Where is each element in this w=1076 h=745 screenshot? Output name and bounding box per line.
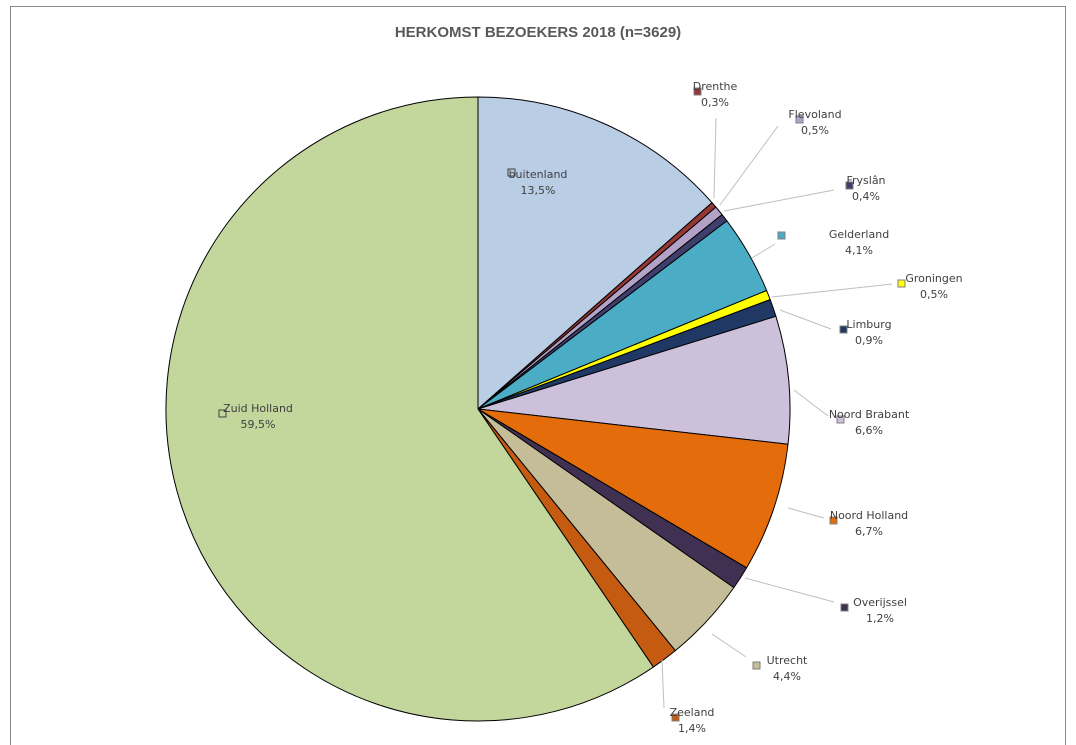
pie-slices [165,96,791,722]
legend-key-drenthe [693,87,702,96]
category-label-zuid-holland: Zuid Holland [223,402,293,415]
category-label-noord-holland: Noord Holland [830,509,908,522]
data-label-drenthe: 0,3% [701,96,729,109]
category-label-flevoland: Flevoland [788,108,841,121]
leader-line-gelderland [751,243,776,259]
data-labels: buitenland 13,5% Drenthe 0,3% Flevoland 0,5% F… [218,80,963,735]
leader-line-groningen [771,283,893,298]
data-label-gelderland: 4,1% [845,244,873,257]
legend-key-overijssel [840,603,849,612]
legend-key-noord-holland [829,516,838,525]
leader-line-flevoland [719,125,779,206]
data-label-groningen: 0,5% [920,288,948,301]
pie-slice-buitenland [477,96,713,410]
data-label-overijssel: 1,2% [866,612,894,625]
category-label-utrecht: Utrecht [767,654,808,667]
legend-key-limburg [839,325,848,334]
chart-title: HERKOMST BEZOEKERS 2018 (n=3629) [395,24,681,41]
data-label-noord-holland: 6,7% [855,525,883,538]
data-label-buitenland: 13,5% [521,184,556,197]
data-label-fryslan: 0,4% [852,190,880,203]
category-label-drenthe: Drenthe [693,80,738,93]
category-label-zeeland: Zeeland [670,706,715,719]
data-label-zeeland: 1,4% [678,722,706,735]
leader-line-noord-holland [787,507,825,519]
legend-key-fryslan [845,181,854,190]
category-label-groningen: Groningen [905,272,962,285]
leader-line-utrecht [711,633,747,658]
leader-line-limburg [779,309,832,330]
pie-slice-noord-holland [477,408,789,569]
legend-key-gelderland [777,231,786,240]
pie-slice-zuid-holland [165,96,654,722]
legend-key-noord-brabant [836,415,845,424]
category-label-buitenland: buitenland [509,168,568,181]
legend-key-flevoland [795,115,804,124]
category-label-gelderland: Gelderland [829,228,889,241]
legend-key-zuid-holland [218,409,227,418]
data-label-utrecht: 4,4% [773,670,801,683]
leader-line-overijssel [744,577,835,603]
leader-line-fryslan [723,189,835,212]
data-label-flevoland: 0,5% [801,124,829,137]
leader-lines [661,117,893,709]
legend-key-utrecht [752,661,761,670]
legend-key-groningen [897,279,906,288]
leader-line-zeeland [661,659,665,709]
leader-line-noord-brabant [793,389,829,417]
leader-line-drenthe [713,117,717,199]
pie-slice-noord-brabant [477,315,791,445]
category-label-fryslan: Fryslân [846,174,885,187]
category-label-overijssel: Overijssel [853,596,907,609]
category-label-noord-brabant: Noord Brabant [829,408,910,421]
category-label-limburg: Limburg [846,318,891,331]
data-label-limburg: 0,9% [855,334,883,347]
legend-key-zeeland [671,713,680,722]
data-label-zuid-holland: 59,5% [241,418,276,431]
data-label-noord-brabant: 6,6% [855,424,883,437]
legend-key-buitenland [507,168,516,177]
